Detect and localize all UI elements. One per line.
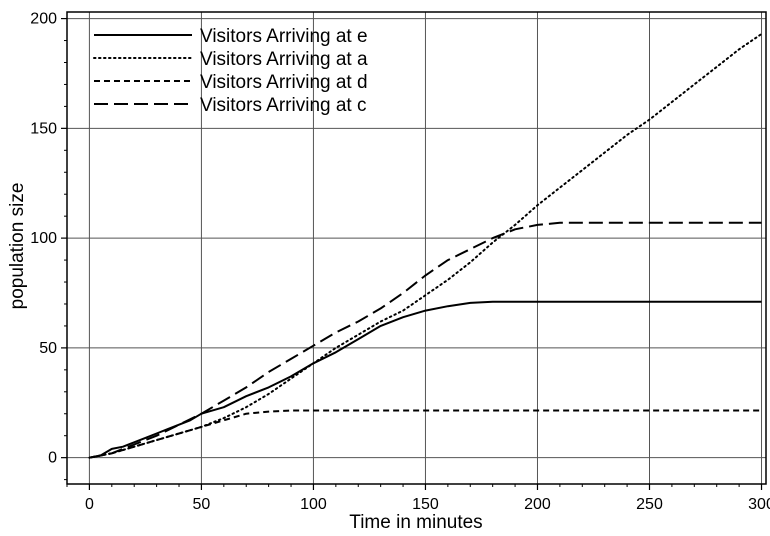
x-tick-label: 300 xyxy=(748,496,770,513)
series-line-2 xyxy=(88,33,763,459)
x-tick-label: 150 xyxy=(412,496,439,513)
x-axis-label: Time in minutes xyxy=(349,512,482,531)
plot-area xyxy=(67,12,766,484)
axes: 0 50 100 150 200 250 300 0 50 100 150 200 xyxy=(30,11,770,513)
plot-frame xyxy=(66,11,767,485)
series-lines xyxy=(88,33,763,459)
series-line-1 xyxy=(89,300,762,459)
legend-label: Visitors Arriving at c xyxy=(200,95,366,116)
x-tick-label: 250 xyxy=(636,496,663,513)
legend-label: Visitors Arriving at d xyxy=(200,72,368,93)
y-tick-label: 100 xyxy=(30,230,57,247)
y-tick-label: 150 xyxy=(30,120,57,137)
x-tick-label: 0 xyxy=(85,496,94,513)
y-axis-label: population size xyxy=(7,183,28,310)
series-line-4 xyxy=(89,221,762,459)
gridlines xyxy=(67,12,766,484)
y-tick-label: 200 xyxy=(30,11,57,28)
x-tick-label: 100 xyxy=(300,496,327,513)
legend-label: Visitors Arriving at a xyxy=(200,49,368,70)
x-tick-label: 50 xyxy=(193,496,211,513)
y-tick-label: 50 xyxy=(39,340,57,357)
legend-label: Visitors Arriving at e xyxy=(200,26,368,47)
y-tick-label: 0 xyxy=(48,450,57,467)
series-line-3 xyxy=(89,409,762,459)
x-tick-label: 200 xyxy=(524,496,551,513)
